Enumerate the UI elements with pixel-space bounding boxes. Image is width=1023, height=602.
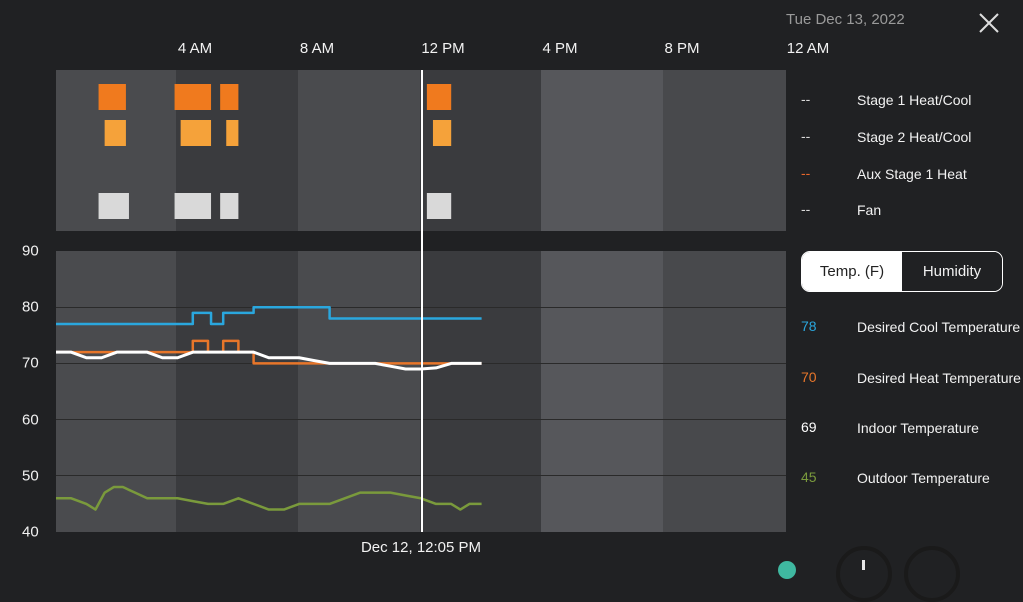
legend-value: -- [801,201,811,217]
plus-icon [862,560,865,570]
y-tick: 90 [22,242,39,260]
temperature-chart [56,251,786,532]
y-tick: 70 [22,354,39,372]
temperature-lines [56,305,482,511]
equipment-run-stage-2 [104,120,126,146]
time-band [541,70,663,231]
metric-toggle: Temp. (F) Humidity [801,251,1003,292]
legend-value: 69 [801,419,817,435]
y-tick: 60 [22,411,39,429]
temp-toggle-button[interactable]: Temp. (F) [802,252,902,291]
legend-label: Stage 1 Heat/Cool [857,92,972,108]
series-outdoor-temperature [56,485,482,511]
legend-label: Fan [857,202,882,218]
time-band [663,70,786,231]
equipment-run-fan [98,193,129,219]
time-tick: 4 AM [177,40,213,57]
equipment-run-stage-2 [432,120,452,146]
legend-value: -- [801,128,811,144]
y-tick: 80 [22,298,39,316]
equipment-run-fan [426,193,452,219]
time-band [176,251,298,532]
equipment-run-stage-1 [98,84,126,110]
remove-button[interactable] [904,546,960,602]
y-tick: 50 [22,467,39,485]
current-time-line[interactable] [421,70,423,532]
y-tick: 40 [22,523,39,541]
series-desired-cool-temperature [56,305,482,326]
legend-value: -- [801,165,811,181]
legend-label: Outdoor Temperature [857,470,990,486]
time-band [298,70,420,231]
close-icon[interactable] [976,10,1002,36]
time-band [420,251,541,532]
time-tick: 12 AM [786,40,830,57]
time-tick: 8 AM [299,40,335,57]
equipment-bars [98,84,452,219]
time-tick: 12 PM [421,40,465,57]
legend-value: 78 [801,318,817,334]
time-band [298,251,420,532]
status-dot-icon [778,561,796,579]
equipment-chart [56,70,786,231]
equipment-run-stage-1 [220,84,239,110]
series-indoor-temperature [56,350,482,371]
time-tick: 8 PM [664,40,700,57]
equipment-run-fan [220,193,239,219]
add-button[interactable] [836,546,892,602]
legend-value: 45 [801,469,817,485]
equipment-run-stage-2 [180,120,212,146]
legend-label: Desired Heat Temperature [857,370,1021,386]
legend-label: Aux Stage 1 Heat [857,166,967,182]
time-tick: 4 PM [542,40,578,57]
equipment-run-stage-1 [426,84,452,110]
time-band [541,251,663,532]
date-label: Tue Dec 13, 2022 [786,11,905,28]
time-band [663,251,786,532]
equipment-run-fan [174,193,212,219]
current-time-label: Dec 12, 12:05 PM [360,539,482,556]
time-band [56,251,176,532]
equipment-run-stage-2 [226,120,239,146]
legend-label: Stage 2 Heat/Cool [857,129,972,145]
legend-value: 70 [801,369,817,385]
legend-label: Indoor Temperature [857,420,979,436]
equipment-run-stage-1 [174,84,212,110]
legend-value: -- [801,91,811,107]
series-desired-heat-temperature [56,339,482,365]
legend-label: Desired Cool Temperature [857,319,1021,335]
humidity-toggle-button[interactable]: Humidity [902,252,1002,291]
